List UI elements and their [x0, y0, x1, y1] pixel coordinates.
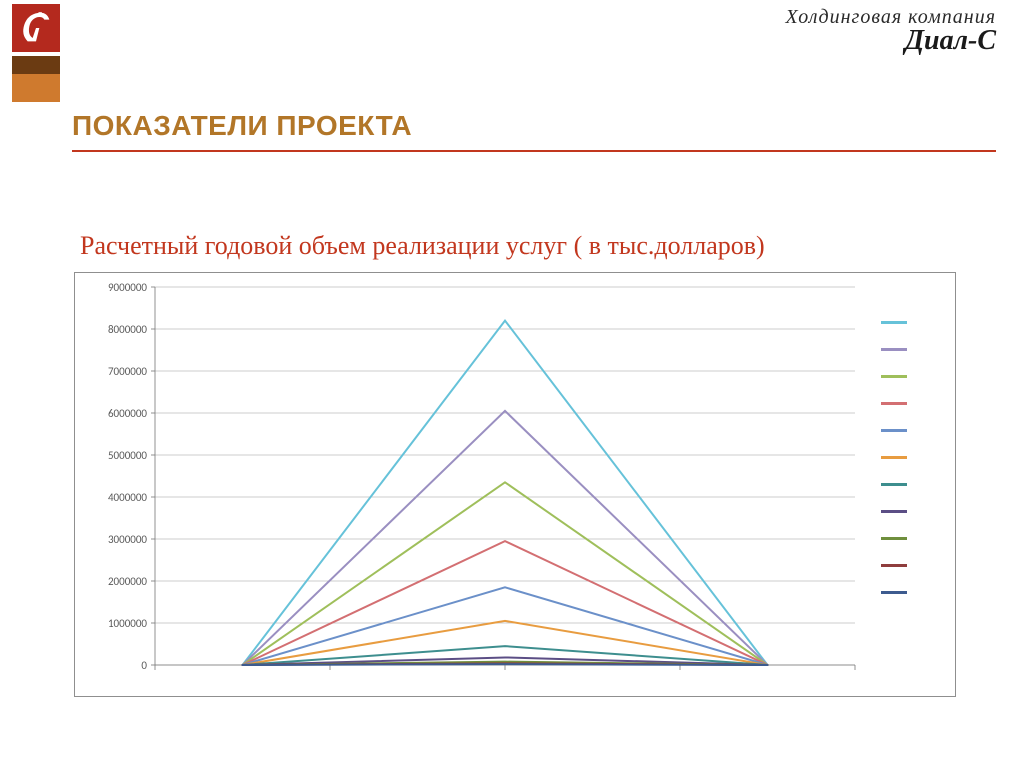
svg-text:4000000: 4000000 — [108, 491, 147, 504]
sidebar-decoration — [12, 56, 60, 102]
chart-subtitle: Расчетный годовой объем реализации услуг… — [80, 230, 800, 261]
services-volume-chart: 0 1000000 2000000 3000000 4000000 5000000 6000… — [74, 272, 956, 697]
svg-text:2000000: 2000000 — [108, 575, 147, 588]
logo-icon — [12, 4, 60, 52]
company-line2: Диал-С — [785, 25, 996, 57]
page-title: ПОКАЗАТЕЛИ ПРОЕКТА — [72, 110, 412, 142]
svg-text:9000000: 9000000 — [108, 281, 147, 294]
svg-text:7000000: 7000000 — [108, 365, 147, 378]
chart-svg: 0 1000000 2000000 3000000 4000000 5000000 6000… — [75, 273, 955, 696]
svg-text:8000000: 8000000 — [108, 323, 147, 336]
svg-text:0: 0 — [141, 659, 147, 672]
svg-text:6000000: 6000000 — [108, 407, 147, 420]
company-label: Холдинговая компания Диал-С — [785, 6, 996, 57]
svg-text:1000000: 1000000 — [108, 617, 147, 630]
title-rule — [72, 150, 996, 152]
svg-text:5000000: 5000000 — [108, 449, 147, 462]
svg-text:3000000: 3000000 — [108, 533, 147, 546]
